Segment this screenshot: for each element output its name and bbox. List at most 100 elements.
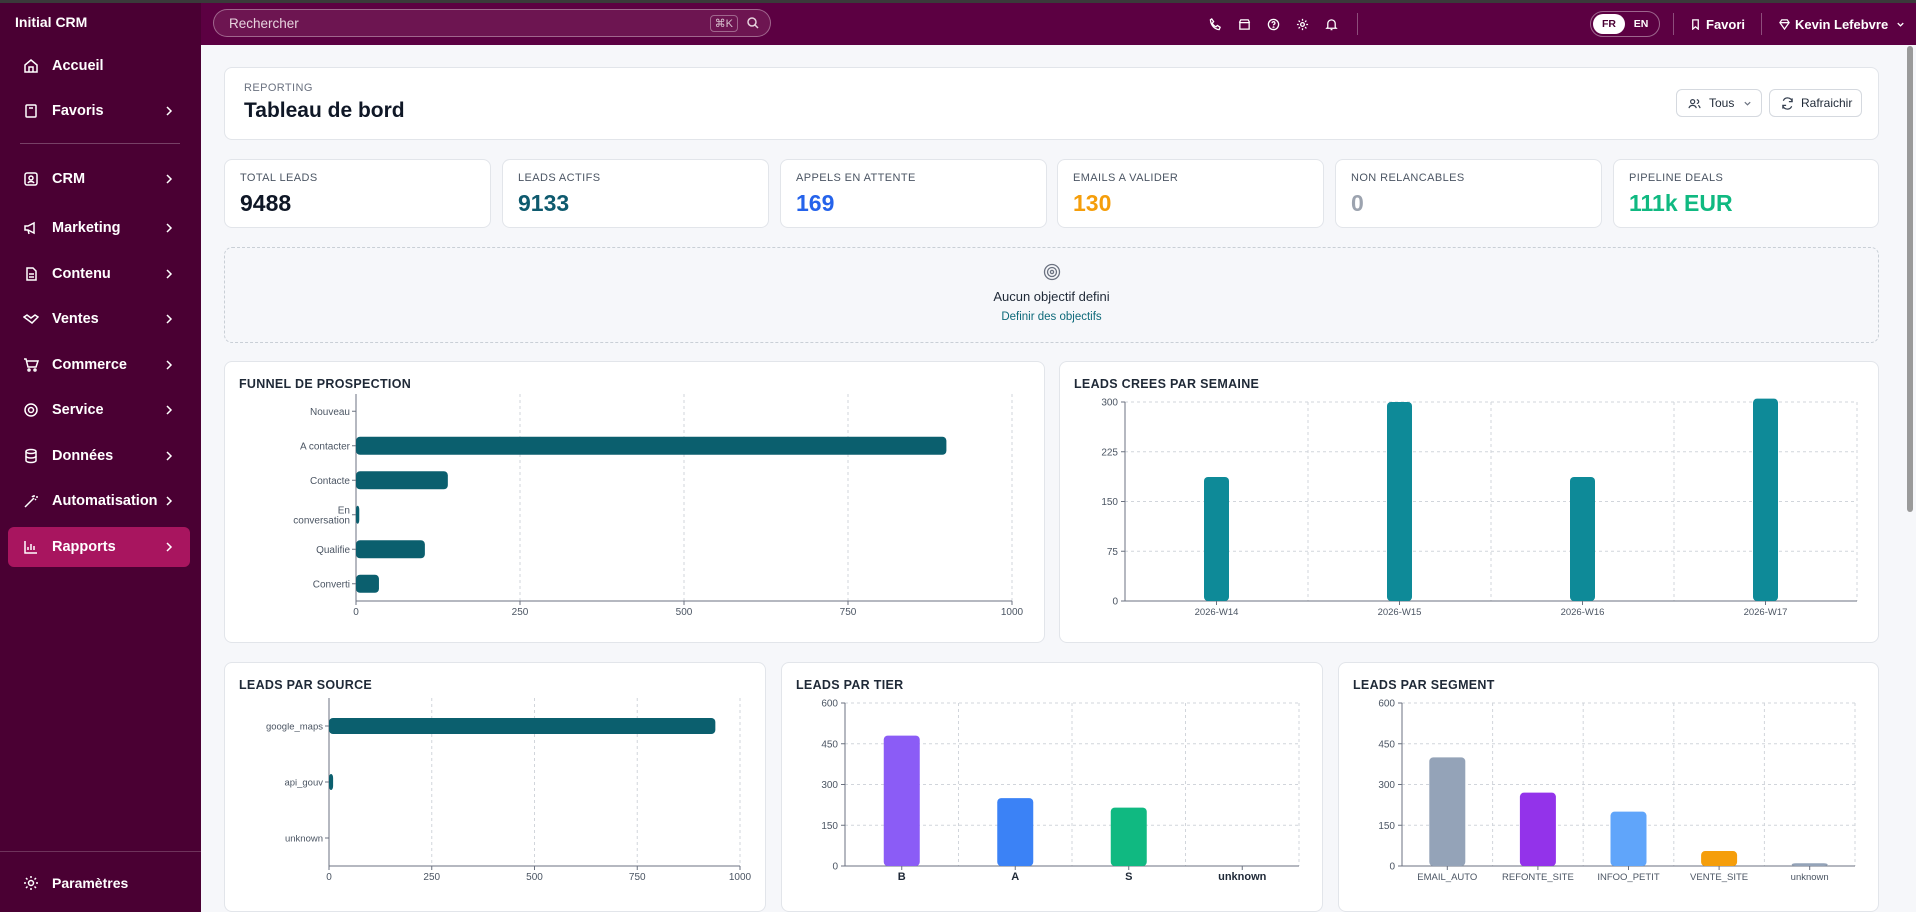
- category-label: Qualifie: [316, 545, 350, 556]
- search-input[interactable]: Rechercher ⌘K: [213, 9, 771, 37]
- sidebar-item-label: Automatisation: [52, 493, 158, 509]
- store-icon[interactable]: [1230, 10, 1259, 39]
- tick-label: 300: [1101, 398, 1118, 409]
- category-label: 2026-W17: [1744, 607, 1788, 618]
- language-toggle[interactable]: FR EN: [1590, 11, 1660, 37]
- refresh-button[interactable]: Rafraichir: [1769, 89, 1862, 117]
- wand-icon: [22, 492, 40, 510]
- chevron-down-icon: [1897, 22, 1904, 27]
- bar: [997, 798, 1034, 866]
- filter-label: Tous: [1709, 96, 1735, 110]
- sidebar-divider: [20, 143, 180, 144]
- chevron-right-icon: [162, 172, 176, 186]
- chart-card-funnel: FUNNEL DE PROSPECTION 0 250 500 750 1000 Nouv…: [224, 361, 1045, 643]
- kpi-card-total-leads: TOTAL LEADS 9488: [224, 159, 491, 228]
- kpi-card-appels-en-attente: APPELS EN ATTENTE 169: [780, 159, 1047, 228]
- sidebar-item-service[interactable]: Service: [8, 390, 190, 430]
- cart-icon: [22, 356, 40, 374]
- page-scrollbar[interactable]: [1905, 46, 1915, 912]
- bar: [1204, 476, 1229, 601]
- users-icon: [1688, 98, 1701, 108]
- gear-icon[interactable]: [1288, 10, 1317, 39]
- lang-fr-button[interactable]: FR: [1593, 14, 1625, 34]
- category-label: B: [898, 871, 906, 883]
- sidebar-item-label: Données: [52, 448, 114, 464]
- category-label: unknown: [285, 834, 323, 845]
- sidebar-item-contenu[interactable]: Contenu: [8, 254, 190, 294]
- search-icon[interactable]: [746, 16, 760, 30]
- tick-label: 150: [1101, 497, 1118, 508]
- chevron-right-icon: [162, 449, 176, 463]
- category-label: google_maps: [266, 722, 323, 733]
- funnel-chart: 0 250 500 750 1000 Nouveau A contacter Contacte…: [293, 394, 1024, 618]
- filter-dropdown[interactable]: Tous: [1676, 89, 1762, 117]
- chevron-right-icon: [162, 104, 176, 118]
- database-icon: [22, 447, 40, 465]
- chevron-right-icon: [162, 267, 176, 281]
- category-label: Nouveau: [310, 407, 350, 418]
- sidebar-item-label: Ventes: [52, 311, 99, 327]
- category-label: En: [338, 505, 350, 516]
- kpi-value: 9133: [518, 190, 570, 216]
- chart-title: LEADS CREES PAR SEMAINE: [1074, 377, 1260, 391]
- bar: [1570, 476, 1595, 601]
- segment-chart: 0 150 300 450 600 EMAIL_AUTO REFONTE_SITE INFOO…: [1378, 699, 1856, 883]
- sidebar-item-favoris[interactable]: Favoris: [8, 91, 190, 131]
- tick-label: 450: [1378, 739, 1395, 750]
- bookmark-icon: [1692, 18, 1699, 30]
- sidebar-item-label: Commerce: [52, 357, 127, 373]
- sidebar-item-crm[interactable]: CRM: [8, 159, 190, 199]
- sidebar-item-rapports[interactable]: Rapports: [8, 527, 190, 567]
- header-divider: [1673, 13, 1674, 35]
- kpi-label: PIPELINE DEALS: [1629, 172, 1724, 184]
- category-label: Converti: [313, 579, 350, 590]
- tick-label: 150: [821, 821, 838, 832]
- gear-icon: [22, 874, 40, 892]
- tick-label: 75: [1107, 547, 1119, 558]
- sidebar-item-marketing[interactable]: Marketing: [8, 208, 190, 248]
- sidebar-item-donnees[interactable]: Données: [8, 436, 190, 476]
- bar: [883, 735, 920, 866]
- favori-button[interactable]: Favori: [1690, 3, 1745, 45]
- tick-label: 300: [821, 780, 838, 791]
- kpi-card-emails-a-valider: EMAILS A VALIDER 130: [1057, 159, 1324, 228]
- define-objectives-link[interactable]: Definir des objectifs: [1001, 311, 1102, 323]
- sidebar-item-commerce[interactable]: Commerce: [8, 345, 190, 385]
- kpi-value: 9488: [240, 190, 292, 216]
- tick-label: 250: [423, 872, 440, 883]
- lang-en-button[interactable]: EN: [1633, 18, 1649, 30]
- sidebar-item-automatisation[interactable]: Automatisation: [8, 481, 190, 521]
- category-label: unknown: [1218, 871, 1267, 883]
- bar: [1387, 402, 1412, 601]
- chart-title: LEADS PAR TIER: [796, 678, 904, 692]
- sidebar-item-label: Contenu: [52, 266, 111, 282]
- top-header: Rechercher ⌘K FR EN Favori Kevin Lefebvr…: [201, 3, 1916, 45]
- user-menu[interactable]: Kevin Lefebvre: [1779, 3, 1906, 45]
- bar: [1429, 757, 1466, 866]
- phone-icon[interactable]: [1201, 10, 1230, 39]
- category-label: REFONTE_SITE: [1502, 872, 1574, 883]
- tick-label: 0: [326, 872, 332, 883]
- chevron-right-icon: [162, 494, 176, 508]
- sidebar-item-ventes[interactable]: Ventes: [8, 299, 190, 339]
- header-icons: [1201, 3, 1358, 45]
- kpi-card-non-relancables: NON RELANCABLES 0: [1335, 159, 1602, 228]
- search-shortcut: ⌘K: [709, 14, 738, 32]
- bar: [356, 471, 448, 490]
- chevron-right-icon: [162, 403, 176, 417]
- chart-card-source: LEADS PAR SOURCE 0 250 500 750 1000 google_ma…: [224, 662, 766, 912]
- help-icon[interactable]: [1259, 10, 1288, 39]
- chevron-right-icon: [162, 312, 176, 326]
- scrollbar-thumb[interactable]: [1907, 46, 1913, 512]
- kpi-label: LEADS ACTIFS: [518, 172, 601, 184]
- category-label: INFOO_PETIT: [1597, 872, 1659, 883]
- tick-label: 500: [526, 872, 543, 883]
- sidebar-item-accueil[interactable]: Accueil: [8, 46, 190, 86]
- tick-label: 225: [1101, 447, 1118, 458]
- sidebar-item-parametres[interactable]: Paramètres: [8, 863, 190, 903]
- bar: [1519, 792, 1556, 866]
- category-label: 2026-W15: [1378, 607, 1422, 618]
- kpi-value: 169: [796, 190, 835, 216]
- bell-icon[interactable]: [1317, 10, 1346, 39]
